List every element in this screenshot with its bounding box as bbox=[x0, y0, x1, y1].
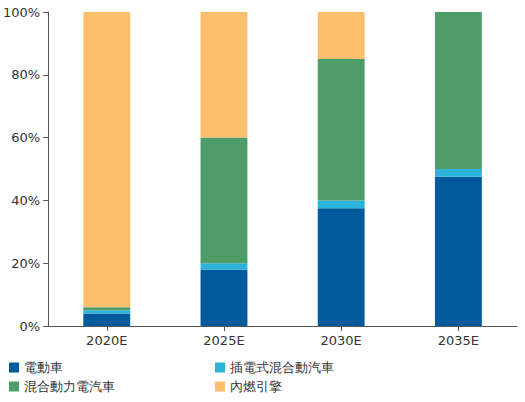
svg-text:2030E: 2030E bbox=[321, 333, 362, 348]
svg-text:混合動力電汽車: 混合動力電汽車 bbox=[24, 379, 115, 394]
svg-text:插電式混合動汽車: 插電式混合動汽車 bbox=[230, 360, 334, 375]
svg-text:40%: 40% bbox=[11, 193, 40, 208]
svg-text:0%: 0% bbox=[20, 319, 41, 334]
svg-text:2020E: 2020E bbox=[86, 333, 127, 348]
svg-text:20%: 20% bbox=[11, 256, 40, 271]
svg-text:2025E: 2025E bbox=[203, 333, 244, 348]
svg-text:電動車: 電動車 bbox=[24, 360, 63, 375]
svg-text:2035E: 2035E bbox=[438, 333, 479, 348]
svg-text:內燃引擎: 內燃引擎 bbox=[230, 379, 282, 394]
svg-text:60%: 60% bbox=[11, 130, 40, 145]
svg-text:80%: 80% bbox=[11, 67, 40, 82]
svg-text:100%: 100% bbox=[3, 5, 40, 20]
